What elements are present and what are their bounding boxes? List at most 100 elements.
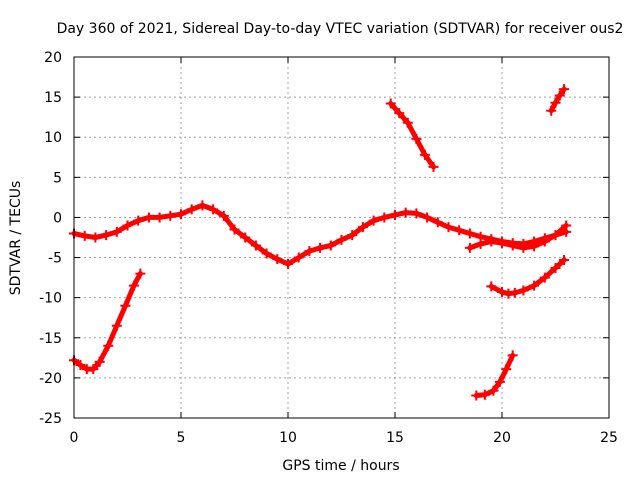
data-point: [400, 207, 411, 218]
data-point: [283, 258, 293, 269]
data-point: [120, 300, 131, 311]
y-tick-label: 20: [44, 50, 62, 66]
x-axis-label: GPS time / hours: [282, 458, 399, 474]
data-point: [559, 84, 570, 95]
data-point: [501, 364, 512, 375]
data-point: [165, 210, 176, 221]
series-arc-4: [471, 350, 518, 401]
data-point: [411, 208, 422, 219]
data-point: [550, 97, 561, 108]
data-point: [218, 210, 229, 221]
y-tick-label: 0: [53, 210, 62, 226]
y-tick-label: -25: [39, 411, 62, 427]
data-point: [347, 230, 358, 241]
data-point: [229, 224, 240, 235]
data-point: [550, 230, 561, 241]
data-point: [559, 254, 570, 265]
series-arc-5: [546, 84, 570, 116]
data-point: [122, 220, 133, 231]
data-point: [419, 149, 430, 160]
data-point: [90, 232, 101, 243]
data-point: [479, 389, 490, 400]
series-line: [71, 202, 569, 267]
y-tick-label: 10: [44, 130, 62, 146]
data-point: [79, 230, 90, 241]
data-point: [497, 287, 507, 298]
data-point: [507, 350, 518, 361]
data-point: [133, 215, 144, 226]
series-line: [71, 271, 143, 372]
y-axis-label: SDTVAR / TECUs: [8, 181, 24, 296]
data-point: [394, 108, 405, 119]
data-point: [75, 360, 86, 371]
series-line: [467, 223, 569, 251]
data-point: [128, 280, 139, 291]
x-tick-label: 20: [493, 430, 511, 446]
data-point: [176, 209, 186, 220]
series-line: [388, 101, 436, 170]
data-point: [390, 210, 400, 221]
series-line: [473, 352, 516, 398]
data-point: [261, 248, 272, 259]
x-tick-label: 10: [279, 430, 297, 446]
data-point: [111, 320, 122, 331]
data-point: [154, 212, 165, 223]
data-point: [529, 241, 540, 252]
series-main-band: [69, 200, 572, 269]
data-point: [494, 376, 505, 387]
data-point: [293, 252, 304, 263]
x-tick-label: 5: [177, 430, 186, 446]
data-point: [550, 262, 561, 273]
data-point: [464, 228, 475, 239]
data-point: [357, 222, 368, 233]
data-point: [539, 272, 550, 283]
data-point: [475, 238, 486, 249]
data-point: [561, 220, 572, 231]
data-point: [432, 217, 443, 228]
data-point: [315, 242, 326, 253]
data-point: [486, 236, 497, 247]
x-tick-label: 25: [600, 430, 618, 446]
grid: [74, 57, 609, 418]
data-point: [103, 340, 114, 351]
data-point: [143, 212, 154, 223]
series-arc-2: [385, 98, 439, 172]
data-point: [464, 242, 475, 253]
plot-frame: [73, 56, 610, 419]
data-point: [509, 287, 520, 298]
series-line: [548, 86, 567, 114]
data-point: [454, 225, 465, 236]
data-point: [411, 133, 422, 144]
data-point: [539, 236, 550, 247]
y-tick-label: -15: [39, 331, 62, 347]
data-point: [111, 226, 122, 237]
data-point: [186, 204, 197, 215]
y-tick-label: -20: [39, 371, 62, 387]
data-point: [325, 240, 336, 251]
data-point: [422, 212, 433, 223]
data-point: [486, 281, 497, 292]
series-lower-band: [464, 220, 572, 253]
y-tick-label: 15: [44, 90, 62, 106]
data-point: [385, 98, 396, 109]
data-point: [471, 390, 482, 401]
data-point: [94, 356, 105, 367]
data-point: [554, 90, 565, 101]
data-point: [518, 242, 529, 253]
data-point: [428, 161, 439, 172]
y-tick-label: -10: [39, 291, 62, 307]
data-point: [488, 385, 499, 396]
data-point: [497, 238, 507, 249]
data-point: [240, 232, 251, 243]
data-point: [88, 364, 99, 375]
data-point: [518, 285, 529, 296]
chart-title: Day 360 of 2021, Sidereal Day-to-day VTE…: [57, 21, 624, 37]
data-point: [443, 222, 454, 233]
data-point: [250, 240, 261, 251]
x-tick-label: 15: [386, 430, 404, 446]
axis-ticks: 0 5 10 15 20 25 -25 -20 -15 -10 -5 0 5 10 15 20: [39, 50, 618, 446]
data-point: [368, 215, 379, 226]
series-arc-3: [486, 254, 570, 299]
data-point: [507, 240, 518, 251]
data-point: [546, 105, 557, 116]
